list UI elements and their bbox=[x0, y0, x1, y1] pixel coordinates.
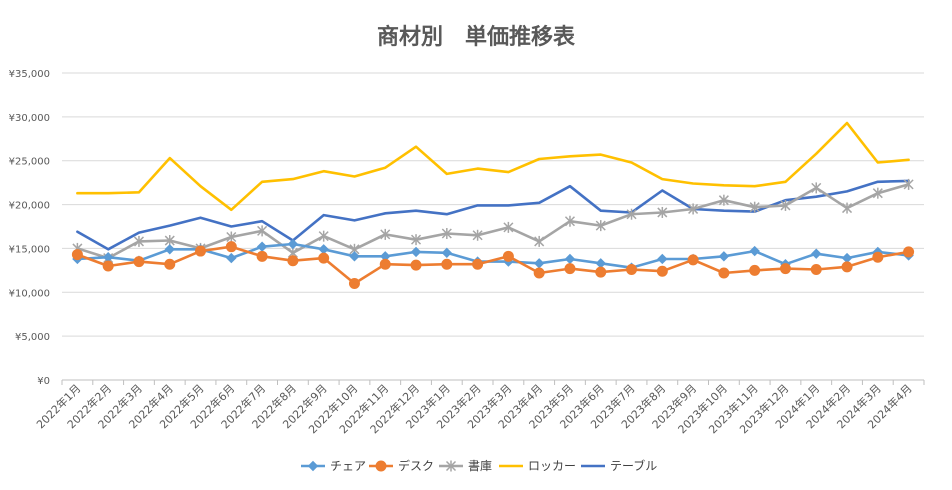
data-point bbox=[226, 231, 237, 243]
legend-label: テーブル bbox=[610, 458, 657, 473]
data-point bbox=[841, 261, 853, 273]
data-point bbox=[318, 230, 329, 242]
data-point bbox=[348, 278, 360, 290]
legend-item[interactable]: ロッカー bbox=[499, 459, 576, 473]
data-point bbox=[318, 252, 330, 264]
legend-label: デスク bbox=[398, 458, 434, 473]
data-point bbox=[749, 245, 760, 257]
data-point bbox=[842, 202, 853, 214]
data-point bbox=[749, 201, 760, 213]
chart-title: 商材別 単価推移表 bbox=[377, 24, 576, 50]
data-point bbox=[872, 251, 884, 263]
data-point bbox=[687, 254, 699, 266]
data-point bbox=[749, 264, 761, 276]
data-point bbox=[718, 194, 729, 206]
legend-label: ロッカー bbox=[528, 459, 576, 473]
data-point bbox=[349, 251, 360, 262]
data-point bbox=[564, 263, 576, 275]
data-point bbox=[688, 203, 699, 215]
series-line bbox=[76, 183, 910, 260]
data-point bbox=[657, 206, 668, 218]
data-point bbox=[811, 182, 822, 194]
data-point bbox=[872, 187, 883, 199]
legend-label: チェア bbox=[330, 459, 366, 473]
data-point bbox=[164, 258, 176, 270]
y-tick-label: ¥35,000 bbox=[9, 69, 50, 80]
data-point bbox=[903, 178, 914, 190]
data-point bbox=[441, 258, 453, 270]
data-point bbox=[503, 221, 514, 233]
legend-item[interactable]: 書庫 bbox=[439, 459, 492, 473]
data-point bbox=[307, 460, 319, 472]
data-point bbox=[257, 225, 268, 237]
data-point bbox=[445, 460, 457, 472]
series-1 bbox=[71, 241, 915, 290]
legend-item[interactable]: チェア bbox=[301, 459, 366, 473]
data-point bbox=[133, 235, 144, 247]
data-point bbox=[779, 263, 791, 275]
data-point bbox=[287, 255, 299, 267]
data-point bbox=[718, 267, 730, 279]
data-point bbox=[410, 259, 422, 271]
data-point bbox=[810, 263, 822, 275]
data-point bbox=[657, 253, 668, 265]
data-point bbox=[656, 265, 668, 277]
data-point bbox=[441, 228, 452, 240]
y-tick-label: ¥5,000 bbox=[15, 332, 50, 343]
y-tick-label: ¥25,000 bbox=[9, 157, 50, 168]
series-line bbox=[76, 245, 910, 285]
data-point bbox=[564, 215, 575, 227]
data-point bbox=[502, 250, 514, 262]
y-tick-label: ¥15,000 bbox=[9, 244, 50, 255]
data-point bbox=[811, 248, 822, 259]
data-point bbox=[287, 238, 299, 250]
y-tick-label: ¥10,000 bbox=[9, 288, 50, 299]
data-point bbox=[225, 241, 237, 253]
data-point bbox=[375, 460, 387, 472]
y-tick-label: ¥0 bbox=[37, 376, 50, 387]
series-3 bbox=[76, 121, 910, 212]
data-point bbox=[533, 267, 545, 279]
legend-item[interactable]: デスク bbox=[369, 458, 434, 473]
y-tick-label: ¥20,000 bbox=[9, 201, 50, 212]
data-point bbox=[718, 251, 730, 262]
data-point bbox=[411, 234, 422, 246]
legend-label: 書庫 bbox=[468, 459, 492, 473]
data-point bbox=[780, 199, 791, 211]
data-point bbox=[472, 229, 483, 241]
data-point bbox=[379, 258, 391, 270]
data-point bbox=[626, 208, 637, 220]
data-point bbox=[472, 258, 484, 270]
data-point bbox=[226, 252, 237, 264]
legend-item[interactable]: テーブル bbox=[581, 458, 657, 473]
data-point bbox=[441, 247, 453, 259]
data-point bbox=[195, 245, 207, 257]
y-tick-label: ¥30,000 bbox=[9, 113, 50, 124]
data-point bbox=[410, 246, 422, 258]
series-line bbox=[76, 242, 910, 270]
data-point bbox=[534, 235, 545, 247]
data-point bbox=[102, 260, 114, 272]
data-point bbox=[256, 250, 268, 262]
data-point bbox=[595, 266, 607, 278]
data-point bbox=[380, 228, 391, 240]
data-point bbox=[71, 249, 83, 261]
data-point bbox=[164, 244, 175, 255]
chart-legend[interactable]: チェア デスク 書庫 ロッカー テーブル bbox=[301, 458, 657, 473]
series-line bbox=[76, 121, 910, 212]
data-point bbox=[903, 246, 915, 258]
series-lines bbox=[71, 121, 915, 290]
y-axis-ticks: ¥0 ¥5,000 ¥10,000 ¥15,000 ¥20,000 ¥25,000 ¥30,… bbox=[9, 69, 50, 387]
data-point bbox=[133, 256, 145, 268]
data-point bbox=[595, 220, 606, 232]
data-point bbox=[626, 263, 638, 275]
grid-lines bbox=[62, 72, 924, 381]
